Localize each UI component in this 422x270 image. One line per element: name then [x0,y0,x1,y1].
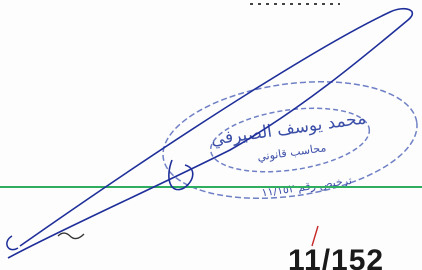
document-page: محمد يوسف الصيرفي محاسب قانوني ترخيص رقم… [0,0,422,270]
stamp-title: محاسب قانوني [256,141,327,164]
stamp: محمد يوسف الصيرفي محاسب قانوني ترخيص رقم… [155,67,422,214]
stamp-name: محمد يوسف الصيرفي [210,108,368,150]
red-mark [312,226,318,246]
document-number: 11/152 [288,244,384,270]
scan-graphics: محمد يوسف الصيرفي محاسب قانوني ترخيص رقم… [0,0,422,270]
signature-start [7,236,18,250]
handwriting [58,233,84,239]
